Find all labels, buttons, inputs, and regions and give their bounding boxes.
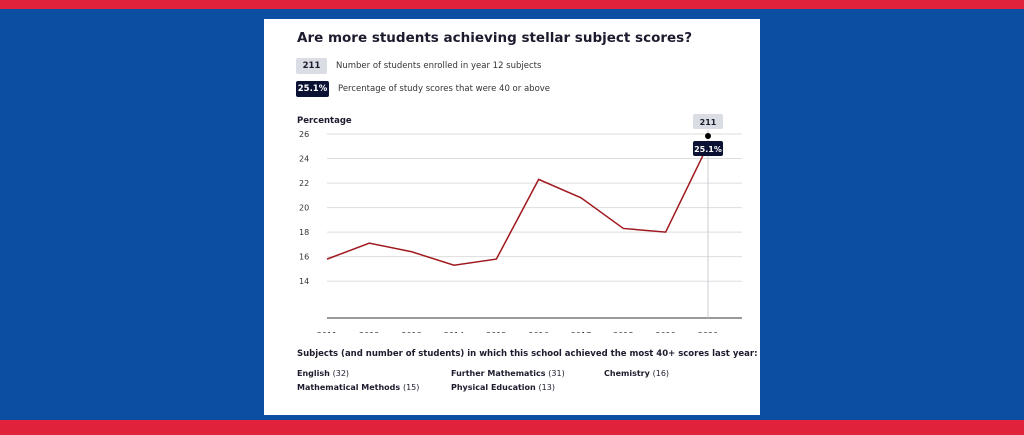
x-tick-label: 2012 xyxy=(359,331,379,333)
x-tick-label: 2011 xyxy=(317,331,337,333)
subject-item: English (32) xyxy=(297,369,349,378)
subject-name: Further Mathematics xyxy=(451,369,546,378)
subject-item: Physical Education (13) xyxy=(451,383,555,392)
students-badge: 211 xyxy=(296,58,327,74)
subject-name: English xyxy=(297,369,330,378)
y-tick-label: 16 xyxy=(299,253,309,262)
subject-name: Physical Education xyxy=(451,383,536,392)
x-tick-label: 2018 xyxy=(613,331,633,333)
x-tick-label: 2013 xyxy=(401,331,421,333)
subject-count: (32) xyxy=(332,369,350,378)
subject-name: Mathematical Methods xyxy=(297,383,401,392)
y-axis-label: Percentage xyxy=(297,116,352,126)
x-tick-label: 2019 xyxy=(655,331,675,333)
students-tooltip-box xyxy=(693,114,723,129)
series-line xyxy=(326,144,709,267)
students-tooltip-text: 211 xyxy=(700,118,717,127)
y-tick-label: 20 xyxy=(299,204,309,213)
bottom-stripe xyxy=(0,420,1024,435)
subject-count: (31) xyxy=(548,369,565,378)
subject-count: (16) xyxy=(652,369,670,378)
x-tick-label: 2014 xyxy=(444,331,464,333)
students-legend-label: Number of students enrolled in year 12 s… xyxy=(336,61,542,71)
subject-item: Chemistry (16) xyxy=(604,369,669,378)
x-tick-labels: 2011 2012 2013 2014 2015 2016 2017 2018 2019 2020 xyxy=(317,331,718,333)
x-tick-label: 2017 xyxy=(571,331,591,333)
x-tick-label: 2015 xyxy=(486,331,506,333)
subject-name: Chemistry xyxy=(604,369,650,378)
chart-title: Are more students achieving stellar subj… xyxy=(297,30,693,46)
subject-item: Further Mathematics (31) xyxy=(451,369,565,378)
highlight-point[interactable] xyxy=(705,133,711,140)
grid-lines xyxy=(327,133,742,282)
y-tick-label: 24 xyxy=(299,155,309,164)
percentage-tooltip-box xyxy=(693,141,723,157)
subject-count: (15) xyxy=(402,383,420,392)
chart-card: Are more students achieving stellar subj… xyxy=(264,19,760,415)
highlight-students-tooltip: 211 xyxy=(693,114,723,129)
percentage-badge: 25.1% xyxy=(296,81,329,97)
highlight-percentage-tooltip: 25.1% xyxy=(693,141,723,157)
x-tick-label: 2020 xyxy=(698,331,718,333)
percentage-legend-label: Percentage of study scores that were 40 … xyxy=(338,84,551,94)
legend-percentage: 25.1% Percentage of study scores that we… xyxy=(296,81,550,97)
y-tick-label: 22 xyxy=(299,179,309,188)
y-tick-label: 18 xyxy=(299,228,309,237)
x-tick-label: 2016 xyxy=(528,331,548,333)
subject-count: (13) xyxy=(538,383,555,392)
percentage-tooltip-text: 25.1% xyxy=(694,145,722,154)
data-points xyxy=(326,144,709,266)
y-tick-labels: 14 16 18 20 22 24 26 xyxy=(299,130,309,286)
subjects-heading: Subjects (and number of students) in whi… xyxy=(297,349,758,359)
y-tick-label: 14 xyxy=(299,277,309,286)
y-tick-label: 26 xyxy=(299,130,309,139)
legend-students: 211 Number of students enrolled in year … xyxy=(296,58,541,74)
top-stripe xyxy=(0,0,1024,9)
subject-item: Mathematical Methods (15) xyxy=(297,383,419,392)
